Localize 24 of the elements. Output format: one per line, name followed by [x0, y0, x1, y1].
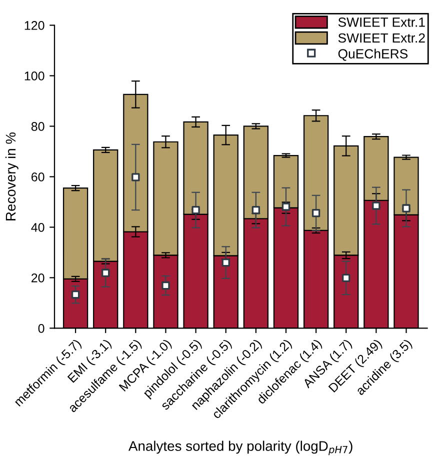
y-tick-label: 100	[24, 72, 44, 80]
point	[222, 258, 230, 267]
point	[312, 208, 320, 218]
y-tick-label: 120	[24, 21, 44, 30]
y-tick-label: 60	[32, 172, 44, 182]
legend-label: QuEChERS	[338, 48, 408, 61]
y-tick-label: 20	[32, 273, 44, 282]
x-axis-title: Analytes sorted by polarity (logD$_{pH7}$)	[128, 440, 352, 456]
legend-label: SWIEET Extr.2	[338, 33, 425, 43]
point	[132, 173, 140, 182]
point	[162, 281, 170, 290]
point	[372, 202, 380, 210]
point	[282, 202, 290, 211]
point	[192, 206, 200, 214]
legend-label: SWIEET Extr.1	[338, 18, 425, 27]
y-tick-label: 80	[31, 122, 44, 131]
y-tick-label: 40	[31, 223, 44, 232]
point	[252, 206, 260, 214]
y-axis-title: Recovery in %	[5, 132, 18, 220]
point	[102, 268, 110, 277]
y-tick-label: 0	[38, 324, 44, 333]
point	[402, 204, 410, 212]
point	[71, 290, 80, 299]
point	[342, 274, 350, 282]
